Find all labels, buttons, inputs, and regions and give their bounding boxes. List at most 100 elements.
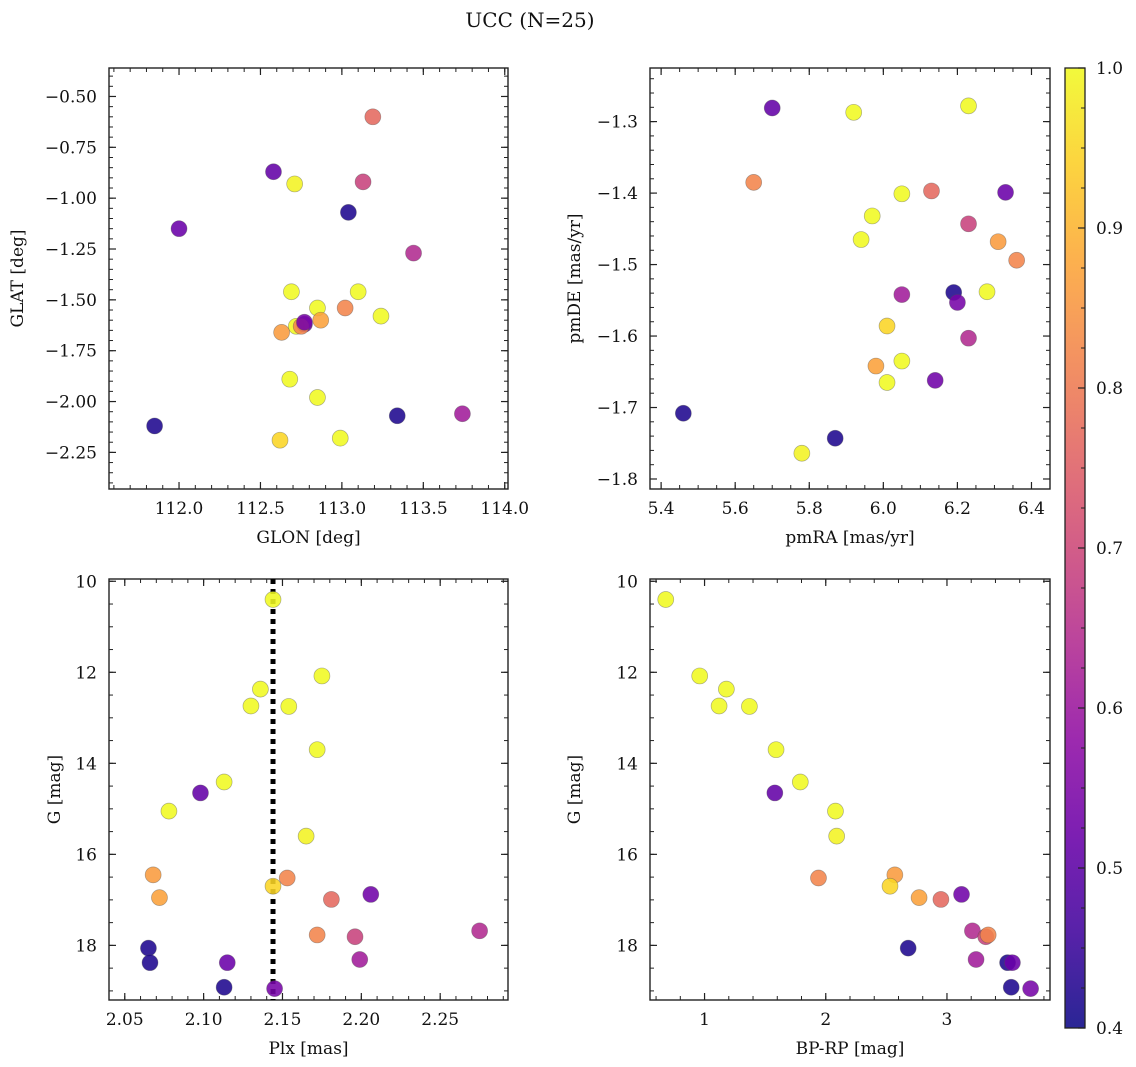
scatter-point (893, 185, 911, 203)
scatter-point (691, 667, 709, 685)
scatter-point (863, 207, 881, 225)
x-tick-label: 2.15 (264, 1010, 302, 1030)
x-tick-label: 112.0 (155, 499, 204, 519)
plot-area (146, 108, 471, 449)
scatter-point (312, 311, 330, 329)
scatter-point (810, 869, 827, 887)
x-axis-label: BP-RP [mag] (796, 1039, 905, 1059)
scatter-point (266, 980, 283, 997)
colorbar-tick-label: 0.6 (1096, 699, 1123, 719)
scatter-point (827, 802, 844, 820)
scatter-point (151, 889, 168, 906)
y-tick-label: −2.00 (45, 393, 97, 413)
scatter-point (281, 370, 299, 388)
colorbar-tick-label: 0.7 (1096, 539, 1123, 559)
scatter-point (953, 886, 970, 903)
scatter-point (926, 372, 944, 389)
y-axis-label: GLAT [deg] (8, 229, 28, 327)
y-tick-label: −1.7 (597, 399, 638, 419)
scatter-point (978, 283, 996, 301)
scatter-point (242, 697, 260, 715)
x-tick-label: 112.5 (236, 499, 285, 519)
x-tick-label: 5.8 (796, 499, 823, 519)
scatter-point (979, 926, 997, 944)
scatter-point (845, 103, 863, 121)
y-tick-label: −0.75 (45, 138, 97, 158)
y-tick-label: 16 (616, 845, 638, 865)
scatter-point (793, 444, 811, 462)
y-tick-label: 10 (616, 572, 638, 592)
scatter-point (297, 827, 315, 845)
scatter-point (910, 889, 928, 906)
x-tick-label: 5.4 (648, 499, 675, 519)
y-axis-label: G [mag] (45, 755, 65, 824)
x-tick-label: 1 (699, 1010, 710, 1030)
scatter-point (878, 317, 896, 335)
scatter-point (354, 173, 372, 191)
y-tick-label: 14 (616, 754, 638, 774)
scatter-point (362, 886, 380, 903)
scatter-point (265, 163, 282, 181)
scatter-point (989, 233, 1007, 251)
y-tick-label: 18 (75, 936, 97, 956)
scatter-point (923, 182, 940, 200)
scatter-point (286, 175, 304, 193)
x-tick-label: 2.10 (185, 1010, 223, 1030)
colorbar-tick-label: 0.9 (1096, 219, 1123, 239)
scatter-point (1002, 978, 1020, 996)
scatter-point (280, 698, 298, 715)
scatter-point (828, 827, 846, 845)
scatter-point (264, 591, 282, 608)
scatter-point (960, 97, 977, 115)
scatter-point (252, 680, 269, 698)
y-tick-label: −1.50 (45, 291, 97, 311)
y-tick-label: 12 (616, 663, 638, 683)
scatter-point (471, 922, 488, 940)
x-tick-label: 2.25 (421, 1010, 459, 1030)
x-tick-label: 3 (942, 1010, 953, 1030)
panel-glon-glat: 112.0 112.5 113.0 113.5 114.0 −0.50 −0.75 −1.00… (8, 67, 529, 548)
scatter-point (264, 877, 282, 895)
x-axis-label: pmRA [mas/yr] (785, 528, 914, 548)
scatter-point (674, 404, 692, 422)
scatter-point (323, 891, 340, 908)
scatter-point (1022, 980, 1039, 997)
scatter-point (741, 698, 758, 715)
y-tick-label: −1.75 (45, 342, 97, 362)
x-tick-label: 6.0 (870, 499, 897, 519)
y-axis-label: pmDE [mas/yr] (565, 213, 585, 343)
x-tick-label: 2.05 (106, 1010, 144, 1030)
colorbar: 0.4 0.5 0.6 0.7 0.8 0.9 1.0 (1064, 59, 1123, 1039)
x-tick-label: 5.6 (722, 499, 749, 519)
scatter-point (140, 939, 157, 957)
y-tick-label: −1.25 (45, 240, 97, 260)
scatter-point (867, 357, 885, 375)
scatter-point (364, 108, 382, 126)
scatter-point (308, 741, 326, 759)
scatter-point (878, 374, 896, 391)
plot-area (140, 579, 488, 1000)
scatter-point (313, 667, 331, 685)
axes-frame (649, 67, 1051, 490)
scatter-point (331, 429, 349, 447)
x-tick-label: 113.5 (399, 499, 448, 519)
scatter-point (215, 978, 233, 996)
y-tick-label: 12 (75, 663, 97, 683)
axes-frame (108, 67, 509, 490)
scatter-point (405, 244, 422, 262)
scatter-point (932, 891, 950, 908)
colorbar-tick-label: 0.4 (1096, 1019, 1123, 1039)
scatter-point (273, 324, 290, 341)
scatter-point (852, 231, 870, 248)
scatter-point (144, 866, 162, 884)
axes-frame (108, 578, 509, 1001)
scatter-point (160, 802, 178, 820)
scatter-point (340, 204, 357, 221)
scatter-point (718, 680, 735, 698)
x-tick-label: 2 (820, 1010, 831, 1030)
scatter-point (141, 954, 159, 972)
scatter-point (296, 313, 313, 331)
x-axis-label: Plx [mas] (268, 1039, 348, 1059)
y-tick-label: −1.4 (597, 184, 638, 204)
